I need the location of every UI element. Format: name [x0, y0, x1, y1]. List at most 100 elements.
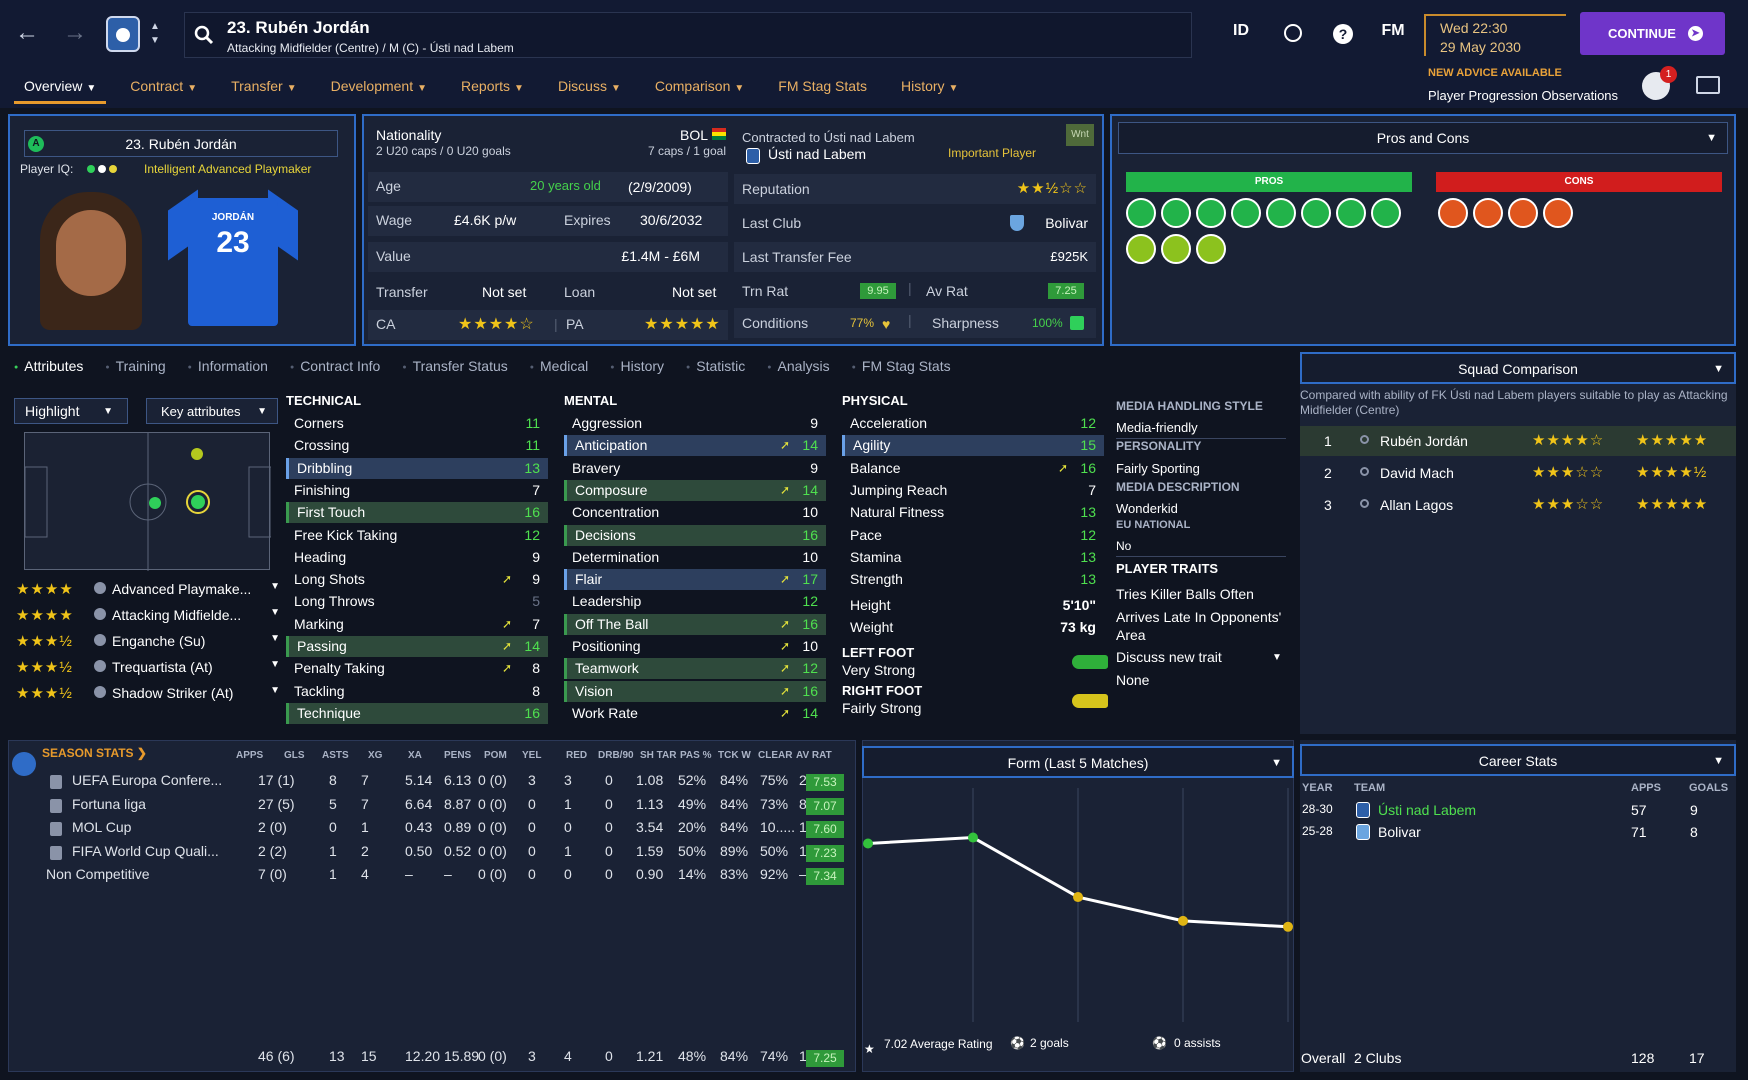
squad-name: Rubén Jordán	[1380, 433, 1468, 449]
discuss-trait-dropdown[interactable]: Discuss new trait	[1116, 649, 1222, 665]
squad-row[interactable]: 2 David Mach ★★★☆☆ ★★★★½	[1300, 458, 1736, 488]
chevron-down-icon[interactable]: ▼	[270, 581, 280, 592]
tab-5[interactable]: Discuss ▼	[548, 76, 631, 104]
subtab-5[interactable]: Medical	[530, 358, 588, 374]
role-row[interactable]: ★★★½ Enganche (Su) ▼	[16, 631, 280, 655]
club-link[interactable]: Ústi nad Labem	[768, 146, 867, 162]
attribute-value: 15	[1080, 437, 1096, 454]
competition-name[interactable]: MOL Cup	[72, 819, 132, 835]
subtab-3[interactable]: Contract Info	[290, 358, 380, 374]
game-date[interactable]: Wed 22:30 29 May 2030	[1424, 14, 1566, 56]
squad-row[interactable]: 3 Allan Lagos ★★★☆☆ ★★★★★	[1300, 490, 1736, 520]
subtab-8[interactable]: Analysis	[767, 358, 830, 374]
squad-comparison-dropdown[interactable]: Squad Comparison ▼	[1300, 352, 1736, 384]
career-stats-panel	[1300, 740, 1736, 1072]
pros-cons-dropdown[interactable]: Pros and Cons ▼	[1118, 122, 1728, 154]
back-icon[interactable]: ←	[15, 19, 39, 46]
career-team[interactable]: Ústi nad Labem	[1378, 802, 1477, 818]
loan-value[interactable]: Not set	[672, 284, 717, 300]
role-row[interactable]: ★★★★ Advanced Playmake... ▼	[16, 579, 280, 603]
season-row: MOL Cup 2 (0) 0 1 0.43 0.89 0 (0) 0 0 0 3.54 20% 84%…	[44, 819, 850, 841]
role-name: Enganche (Su)	[112, 633, 206, 649]
attribute-value: 12	[802, 660, 818, 677]
role-row[interactable]: ★★★½ Shadow Striker (At) ▼	[16, 683, 280, 707]
subtab-9[interactable]: FM Stag Stats	[852, 358, 951, 374]
forward-icon[interactable]: →	[63, 19, 87, 46]
info-icon[interactable]	[94, 634, 106, 646]
ball-icon[interactable]	[1278, 24, 1308, 47]
subtab-6[interactable]: History	[610, 358, 664, 374]
subtab-4[interactable]: Transfer Status	[402, 358, 508, 374]
form-point[interactable]	[863, 838, 873, 849]
competition-name[interactable]: Fortuna liga	[72, 795, 146, 812]
chevron-down-icon[interactable]: ▼	[270, 659, 280, 670]
club-crest-icon[interactable]	[106, 16, 140, 52]
season-cell: 1	[564, 842, 572, 859]
tab-8[interactable]: History ▼	[891, 76, 968, 104]
nationality-row: Nationality 2 U20 caps / 0 U20 goals BOL…	[368, 122, 728, 162]
chevron-down-icon[interactable]: ▼	[270, 633, 280, 644]
season-cell: 2	[361, 842, 369, 859]
continue-label: CONTINUE	[1608, 26, 1676, 41]
season-rating: 7.60	[806, 821, 844, 838]
competition-name[interactable]: UEFA Europa Confere...	[72, 772, 223, 788]
attribute-row: Teamwork ➚ 12	[564, 658, 826, 680]
career-team[interactable]: Bolivar	[1378, 824, 1421, 840]
tab-3[interactable]: Development ▼	[321, 76, 437, 104]
continue-button[interactable]: CONTINUE ➤	[1580, 12, 1725, 55]
subtab-0[interactable]: Attributes	[14, 358, 83, 374]
gear-icon[interactable]	[12, 752, 36, 776]
attribute-row: Acceleration 12	[842, 413, 1104, 434]
chevron-updown-icon[interactable]: ▲ ▼	[150, 21, 160, 46]
transfer-value[interactable]: Not set	[482, 284, 527, 300]
id-button[interactable]: ID	[1233, 22, 1249, 39]
season-header: SH TAR	[640, 750, 677, 761]
age-value: 20 years old	[530, 178, 601, 193]
career-dropdown[interactable]: Career Stats ▼	[1300, 744, 1736, 776]
form-point[interactable]	[1283, 921, 1293, 932]
fm-button[interactable]: FM	[1381, 22, 1405, 39]
tab-1[interactable]: Contract ▼	[120, 76, 207, 104]
sharpness-value: 100%	[1032, 316, 1063, 330]
competition-name[interactable]: FIFA World Cup Quali...	[72, 842, 219, 859]
key-attributes-dropdown[interactable]: Key attributes ▼	[146, 398, 278, 424]
info-icon[interactable]	[94, 660, 106, 672]
chevron-down-icon[interactable]: ▼	[270, 607, 280, 618]
season-stats-title[interactable]: SEASON STATS ❯	[42, 746, 147, 760]
subtab-1[interactable]: Training	[105, 358, 166, 374]
season-rating: 7.34	[806, 868, 844, 885]
attribute-name: Jumping Reach	[850, 481, 948, 498]
subtab-2[interactable]: Information	[188, 358, 268, 374]
eu-national-value: No	[1116, 539, 1132, 553]
tab-4[interactable]: Reports ▼	[451, 76, 534, 104]
role-row[interactable]: ★★★½ Trequartista (At) ▼	[16, 657, 280, 681]
advice-text[interactable]: Player Progression Observations	[1428, 88, 1619, 103]
competition-name[interactable]: Non Competitive	[46, 866, 150, 882]
info-icon[interactable]	[94, 608, 106, 620]
sub-tabs: Attributes Training Information Contract In…	[14, 358, 973, 374]
player-search-box[interactable]: 23. Rubén Jordán Attacking Midfielder (C…	[184, 12, 1192, 58]
tab-7[interactable]: FM Stag Stats	[768, 76, 877, 104]
chevron-down-icon[interactable]: ▼	[1272, 652, 1282, 663]
advice-title[interactable]: NEW ADVICE AVAILABLE	[1428, 67, 1562, 79]
last-club[interactable]: Bolivar	[1045, 215, 1088, 231]
form-point[interactable]	[1178, 915, 1188, 926]
monitor-icon[interactable]	[1696, 76, 1720, 94]
subtab-7[interactable]: Statistic	[686, 358, 745, 374]
form-point[interactable]	[1073, 892, 1083, 903]
info-icon[interactable]	[94, 582, 106, 594]
attribute-name: First Touch	[297, 504, 366, 521]
condition-row: Conditions 77% ♥ | Sharpness 100%	[734, 308, 1096, 338]
form-dropdown[interactable]: Form (Last 5 Matches) ▼	[862, 746, 1294, 778]
form-point[interactable]	[968, 832, 978, 843]
squad-row[interactable]: 1 Rubén Jordán ★★★★☆ ★★★★★	[1300, 426, 1736, 456]
help-icon[interactable]: ?	[1328, 24, 1358, 44]
tab-6[interactable]: Comparison ▼	[645, 76, 754, 104]
discuss-trait-value: None	[1116, 672, 1150, 688]
role-row[interactable]: ★★★★ Attacking Midfielde... ▼	[16, 605, 280, 629]
tab-0[interactable]: Overview ▼	[14, 76, 107, 104]
info-icon[interactable]	[94, 686, 106, 698]
highlight-dropdown[interactable]: Highlight ▼	[14, 398, 128, 424]
tab-2[interactable]: Transfer ▼	[221, 76, 307, 104]
chevron-down-icon[interactable]: ▼	[270, 685, 280, 696]
